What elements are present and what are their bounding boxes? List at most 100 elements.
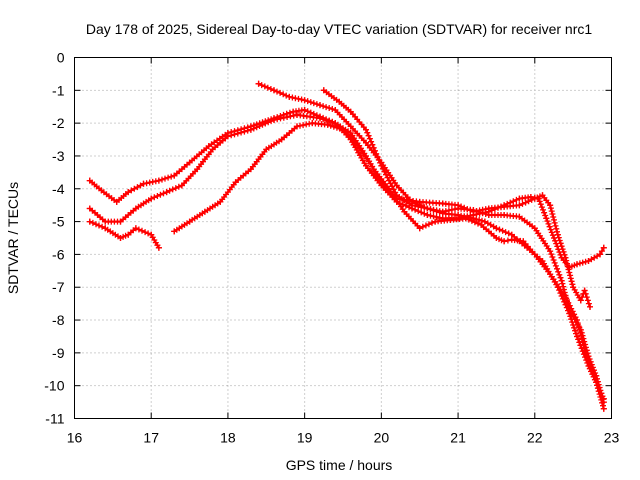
data-point bbox=[501, 238, 508, 245]
data-point bbox=[393, 182, 400, 189]
data-point bbox=[516, 213, 523, 220]
data-point bbox=[117, 235, 124, 241]
data-point bbox=[301, 107, 308, 113]
data-point bbox=[317, 102, 323, 109]
data-point bbox=[155, 177, 162, 184]
data-point bbox=[224, 133, 231, 140]
data-point bbox=[140, 180, 147, 187]
x-tick-label: 19 bbox=[297, 430, 313, 446]
data-point bbox=[201, 208, 208, 215]
x-tick-label: 18 bbox=[220, 430, 236, 446]
data-point bbox=[294, 123, 300, 130]
data-point bbox=[600, 405, 607, 412]
data-point bbox=[148, 231, 155, 238]
data-point bbox=[593, 379, 600, 386]
data-point bbox=[340, 126, 346, 133]
data-point bbox=[363, 139, 369, 146]
axis-ticks bbox=[74, 57, 612, 419]
data-point bbox=[186, 159, 193, 166]
data-point bbox=[171, 228, 178, 235]
data-point bbox=[574, 333, 580, 340]
data-point bbox=[178, 182, 185, 189]
data-point bbox=[205, 143, 212, 150]
data-point bbox=[263, 146, 270, 153]
data-point bbox=[439, 210, 446, 217]
series-markers bbox=[320, 87, 607, 402]
y-tick-label: -11 bbox=[45, 411, 64, 427]
data-point bbox=[577, 326, 584, 333]
data-point bbox=[577, 297, 584, 304]
data-point bbox=[566, 310, 573, 317]
data-point bbox=[332, 120, 339, 127]
data-point bbox=[125, 231, 132, 238]
series-track-5 bbox=[255, 80, 607, 406]
data-point bbox=[86, 177, 93, 184]
data-point bbox=[585, 258, 592, 264]
data-point bbox=[347, 130, 354, 136]
y-tick-label: -7 bbox=[52, 279, 65, 295]
data-point bbox=[585, 353, 592, 360]
data-point bbox=[336, 98, 343, 105]
data-point bbox=[600, 244, 607, 251]
data-point bbox=[401, 208, 408, 215]
y-tick-label: -9 bbox=[52, 345, 65, 361]
data-point bbox=[171, 172, 178, 179]
data-point bbox=[320, 87, 327, 94]
data-point bbox=[363, 162, 369, 169]
data-point bbox=[132, 225, 139, 232]
data-point bbox=[278, 136, 285, 143]
y-tick-label: -4 bbox=[52, 181, 65, 197]
data-point bbox=[447, 217, 454, 223]
series-markers bbox=[86, 111, 593, 310]
data-point bbox=[98, 187, 105, 194]
data-point bbox=[597, 251, 603, 258]
data-point bbox=[481, 218, 488, 225]
x-axis-label: GPS time / hours bbox=[286, 457, 393, 473]
data-point bbox=[347, 108, 354, 115]
chart-title: Day 178 of 2025, Sidereal Day-to-day VTE… bbox=[86, 21, 592, 37]
data-point bbox=[232, 179, 239, 186]
data-point bbox=[570, 284, 577, 291]
data-point bbox=[294, 111, 300, 118]
data-point bbox=[493, 225, 500, 232]
data-point bbox=[485, 205, 492, 212]
data-point bbox=[255, 80, 262, 87]
x-tick-label: 16 bbox=[67, 430, 83, 446]
data-point bbox=[317, 115, 323, 122]
data-point bbox=[186, 218, 193, 225]
series-group bbox=[86, 80, 607, 412]
data-point bbox=[102, 218, 109, 225]
data-point bbox=[574, 261, 580, 268]
data-point bbox=[148, 195, 155, 202]
data-point bbox=[117, 218, 124, 225]
data-point bbox=[113, 198, 120, 205]
y-tick-label: -10 bbox=[44, 378, 64, 394]
data-point bbox=[194, 166, 201, 173]
data-point bbox=[209, 146, 216, 153]
data-point bbox=[370, 166, 377, 173]
y-tick-label: -8 bbox=[52, 312, 65, 328]
x-tick-label: 22 bbox=[527, 430, 543, 446]
data-point bbox=[416, 225, 423, 232]
data-point bbox=[531, 195, 538, 202]
x-tick-label: 17 bbox=[143, 430, 159, 446]
series-track-4 bbox=[171, 120, 607, 412]
data-point bbox=[516, 195, 523, 202]
data-point bbox=[547, 202, 554, 209]
data-point bbox=[585, 363, 592, 369]
data-point bbox=[508, 231, 515, 238]
data-point bbox=[347, 123, 354, 130]
data-point bbox=[439, 200, 446, 207]
data-point bbox=[102, 225, 109, 232]
data-point bbox=[155, 244, 162, 251]
data-point bbox=[455, 212, 462, 218]
data-point bbox=[470, 215, 477, 222]
data-point bbox=[332, 107, 339, 113]
data-point bbox=[539, 192, 546, 199]
data-point bbox=[163, 189, 170, 196]
series-line bbox=[257, 82, 605, 404]
data-point bbox=[424, 205, 431, 212]
data-point bbox=[309, 120, 316, 127]
data-point bbox=[363, 126, 369, 133]
